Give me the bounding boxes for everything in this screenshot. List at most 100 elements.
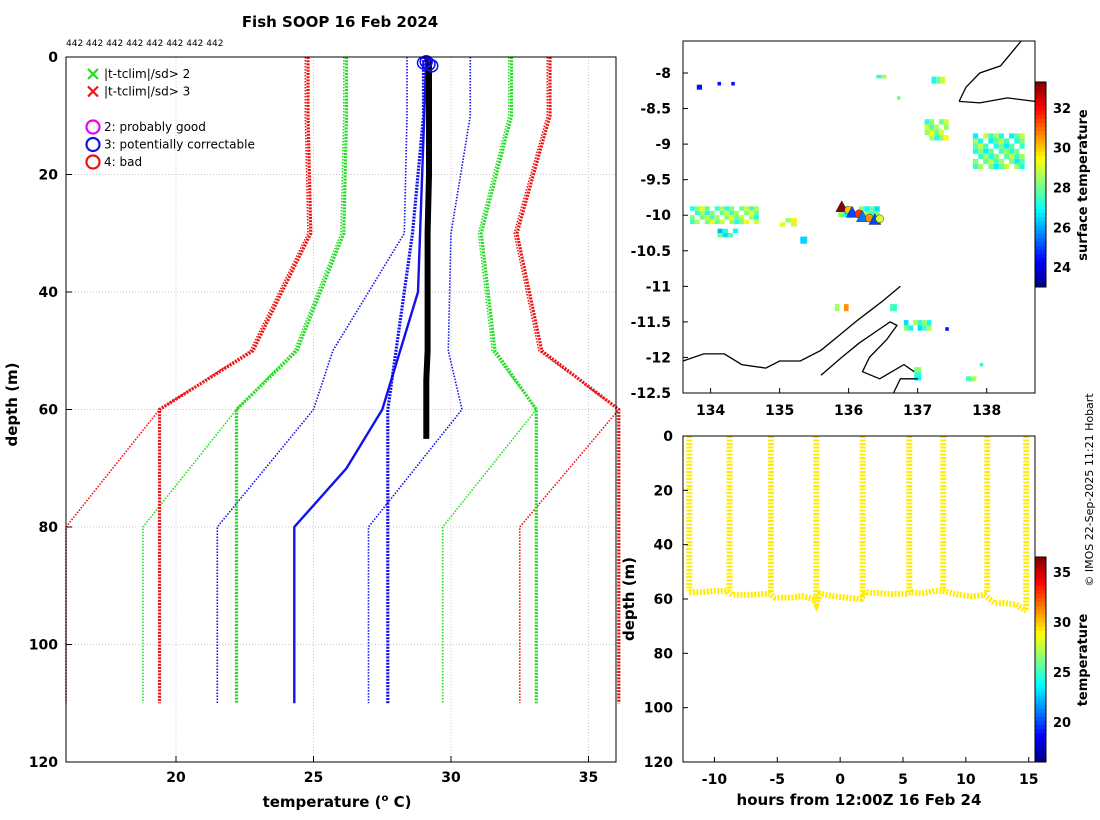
depth-time-y-axis-label: depth (m) [620,557,638,641]
sst-pixel [934,135,939,141]
sst-pixel [908,325,914,331]
temp-colorbar-segment [1035,741,1046,747]
imos-credit: © IMOS 22-Sep-2025 11:21 Hobart [1083,393,1096,587]
sst-pixel [744,210,749,216]
sst-pixel [791,218,797,223]
map-colorbar-segment [1035,131,1046,136]
sst-pixel [988,163,994,169]
sst-pixel [988,153,994,159]
map-colorbar-segment [1035,82,1046,87]
temp-colorbar-segment [1035,626,1046,632]
legend-label: 2: probably good [104,120,206,134]
sst-pixel [936,76,941,84]
legend-label: 4: bad [104,155,142,169]
sst-pixel [972,133,979,139]
map-x-tick-label: 137 [903,403,932,419]
map-colorbar-segment [1035,229,1046,235]
sst-pixel [791,222,797,227]
map-colorbar-segment [1035,164,1046,169]
sst-pixel [993,143,999,149]
sst-pixel [988,148,994,154]
coastline [958,40,1022,102]
sst-pixel [754,210,759,216]
profile-y-axis-label: depth (m) [3,362,21,446]
profile-y-tick-label: 40 [39,285,59,301]
profile-x-axis-label: temperature (o C) [263,793,412,811]
temp-colorbar-segment [1035,729,1046,734]
map-colorbar-segment [1035,209,1046,214]
sst-pixel [1009,143,1015,149]
sst-pixel [724,215,730,220]
temp-colorbar-segment [1035,593,1046,599]
sst-pixel [844,304,849,312]
map-colorbar-tick-label: 32 [1053,102,1071,117]
sst-pixel [922,325,927,331]
sst-pixel [694,219,700,225]
figure-title: Fish SOOP 16 Feb 2024 [242,13,438,31]
temp-colorbar-segment [1035,569,1046,574]
sst-pixel [694,206,700,211]
sst-pixel [929,119,935,125]
sst-pixel [939,119,944,125]
sst-pixel [1014,163,1020,169]
sst-pixel [983,148,989,154]
map-colorbar-segment [1035,250,1046,255]
map-y-tick-label: -10.5 [631,244,671,260]
clim-plus2-line [479,57,538,704]
temp-colorbar-segment [1035,757,1046,763]
depth-time-x-tick-label: 5 [898,772,908,788]
sst-pixel [709,219,715,225]
clim-minus3-line [157,57,313,704]
map-colorbar-tick-label: 28 [1053,181,1071,196]
map-colorbar-segment [1035,172,1046,177]
temp-colorbar-segment [1035,684,1046,689]
temp-colorbar-segment [1035,675,1046,681]
sst-pixel [1019,143,1025,149]
sst-pixel [749,210,754,216]
map-colorbar-segment [1035,237,1046,243]
sst-pixel [998,143,1004,149]
sst-pixel [945,327,949,331]
clim-minus2-line [234,57,349,704]
map-colorbar-segment [1035,282,1046,288]
sst-pixel [864,206,870,212]
map-colorbar-segment [1035,205,1046,210]
sst-pixel [914,371,922,377]
depth-time-y-tick-label: 20 [654,483,674,499]
sst-pixel [838,211,844,217]
map-colorbar-segment [1035,135,1046,140]
temp-colorbar-frame [1034,556,1047,763]
temp-colorbar-segment [1035,700,1046,706]
temp-colorbar-tick-label: 25 [1053,666,1071,681]
sst-pixel [859,206,865,212]
sst-pixel [1009,148,1015,154]
map-x-tick-label: 138 [972,403,1001,419]
sst-pixel [939,135,944,141]
sst-pixel [734,215,740,220]
sst-pixel [734,210,740,216]
depth-time-y-tick-label: 80 [654,646,674,662]
sst-pixel [903,325,909,331]
sst-pixel [709,210,715,216]
temp-colorbar-tick-label: 35 [1053,566,1071,581]
map-y-tick-label: -10 [646,208,672,224]
map-colorbar-segment [1035,151,1046,157]
clim-plus3-line [515,57,621,704]
temp-colorbar-segment [1035,606,1046,611]
sst-pixel [704,219,710,225]
sst-pixel [874,206,880,212]
temp-colorbar-segment [1035,589,1046,595]
sst-pixel [972,148,979,154]
profile-y-tick-label: 0 [48,50,58,66]
sst-pixel [724,206,730,211]
temp-colorbar-segment [1035,614,1046,619]
sst-pixel [998,163,1004,169]
depth-time-y-tick-label: 120 [644,755,673,771]
profile-id-labels: 442 442 442 442 442 442 442 442 [66,39,223,49]
map-colorbar-segment [1035,147,1046,153]
map-colorbar-segment [1035,180,1046,185]
sst-pixel [993,133,999,139]
sst-pixel [943,135,949,141]
sst-pixel [914,367,922,372]
sst-pixel [972,163,979,169]
